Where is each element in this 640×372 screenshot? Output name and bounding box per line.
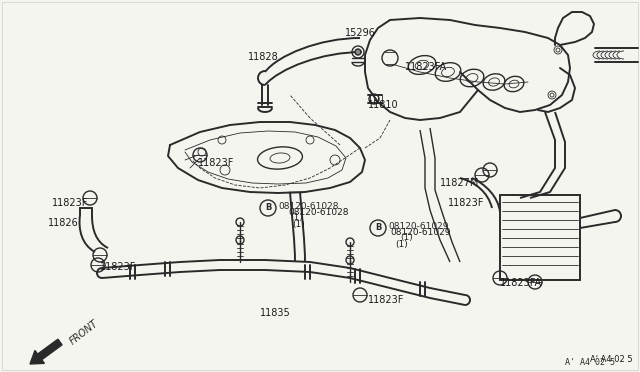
Text: (1): (1)	[292, 220, 305, 229]
Text: FRONT: FRONT	[68, 318, 100, 346]
Text: 15296: 15296	[345, 28, 376, 38]
Text: 11823F: 11823F	[198, 158, 234, 168]
Text: A' A4 02 5: A' A4 02 5	[590, 355, 632, 364]
Text: 08120-61029: 08120-61029	[390, 228, 451, 237]
Text: 11823FA: 11823FA	[405, 62, 447, 72]
Bar	[500, 195, 580, 280]
Text: B: B	[265, 203, 271, 212]
Text: 08120-61028: 08120-61028	[278, 202, 339, 211]
Text: A' A4 02 5: A' A4 02 5	[565, 358, 615, 367]
Text: (1): (1)	[290, 213, 303, 222]
Text: (1): (1)	[400, 233, 413, 242]
Circle shape	[355, 49, 361, 55]
Text: 11823F: 11823F	[368, 295, 404, 305]
Text: 08120-61029: 08120-61029	[388, 222, 449, 231]
Text: (1): (1)	[395, 240, 408, 249]
Text: 11823FA: 11823FA	[500, 278, 542, 288]
FancyArrow shape	[30, 339, 62, 364]
Circle shape	[370, 220, 386, 236]
Text: 11823F: 11823F	[448, 198, 484, 208]
Text: 11835: 11835	[260, 308, 291, 318]
Text: 11826: 11826	[48, 218, 79, 228]
Text: 08120-61028: 08120-61028	[288, 208, 349, 217]
Text: 11810: 11810	[368, 100, 399, 110]
Text: 11823F: 11823F	[52, 198, 88, 208]
Text: 11823F: 11823F	[100, 262, 136, 272]
Text: 11828: 11828	[248, 52, 279, 62]
Circle shape	[260, 200, 276, 216]
Text: 11827M: 11827M	[440, 178, 479, 188]
Text: B: B	[375, 224, 381, 232]
